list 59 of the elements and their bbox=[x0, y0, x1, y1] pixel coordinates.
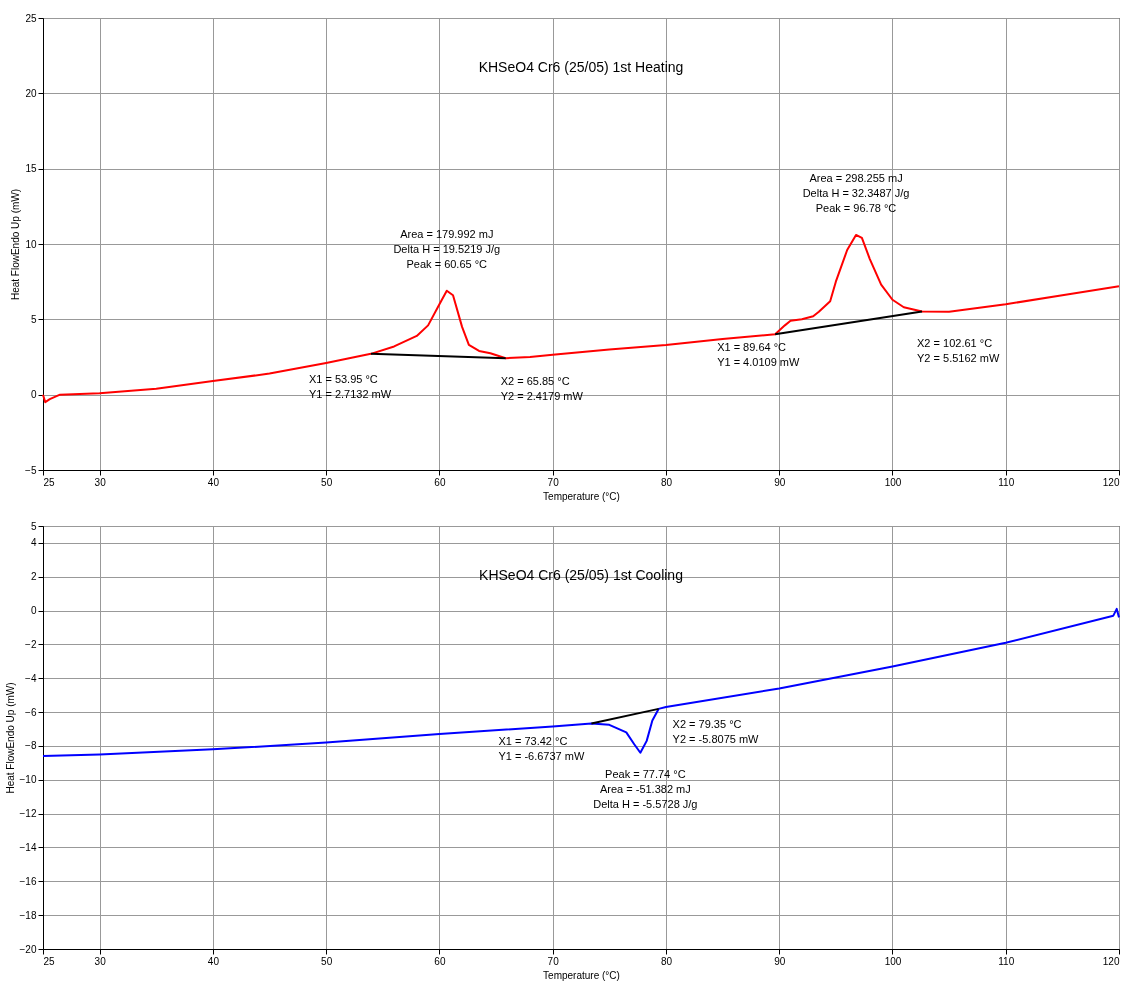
x-tick-label: 25 bbox=[43, 476, 56, 488]
x-tick-label: 90 bbox=[774, 476, 786, 488]
y-tick-label: 25 bbox=[25, 12, 37, 24]
y-tick-label: 15 bbox=[25, 163, 37, 175]
x-tick-label: 70 bbox=[547, 476, 560, 488]
annotation: Area = 298.255 mJ Delta H = 32.3487 J/g Peak = 96.78 °C bbox=[802, 171, 910, 214]
y-tick-label: −8 bbox=[25, 740, 37, 752]
y-tick-label: 2 bbox=[30, 571, 37, 583]
y-axis-title: Heat FlowEndo Up (mW) bbox=[4, 682, 16, 794]
annotation: X1 = 53.95 °C Y1 = 2.7132 mW bbox=[308, 372, 392, 400]
y-tick-label: −14 bbox=[19, 841, 37, 853]
annotation: Area = 179.992 mJ Delta H = 19.5219 J/g Peak = 60.65 °C bbox=[393, 227, 501, 270]
annotation: X1 = 89.64 °C Y1 = 4.0109 mW bbox=[717, 341, 800, 369]
x-axis-title: Temperature (°C) bbox=[543, 490, 620, 502]
y-tick-label: −18 bbox=[19, 909, 37, 921]
x-tick-label: 80 bbox=[660, 476, 673, 488]
x-tick-label: 80 bbox=[660, 955, 673, 967]
line-series bbox=[42, 607, 1120, 758]
x-tick-label: 110 bbox=[998, 476, 1015, 488]
y-tick-label: 20 bbox=[25, 87, 37, 99]
x-tick-label: 100 bbox=[884, 476, 902, 488]
y-tick-label: −10 bbox=[19, 774, 37, 786]
x-tick-label: 40 bbox=[207, 476, 220, 488]
y-tick-label: −12 bbox=[19, 808, 37, 820]
y-tick-label: −16 bbox=[19, 875, 37, 887]
y-tick-label: 0 bbox=[30, 389, 37, 401]
x-tick-label: 30 bbox=[94, 476, 107, 488]
text: KHSeO4 Cr6 (25/05) 1st Heating bbox=[478, 59, 684, 75]
annotation: X2 = 102.61 °C Y2 = 5.5162 mW bbox=[917, 336, 1000, 364]
x-tick-label: 50 bbox=[321, 476, 333, 488]
x-tick-label: 50 bbox=[321, 955, 333, 967]
y-tick-label: 5 bbox=[30, 520, 37, 532]
x-tick-label: 25 bbox=[43, 955, 56, 967]
x-tick-label: 60 bbox=[434, 955, 446, 967]
y-tick-label: 0 bbox=[30, 605, 37, 617]
y-tick-label: 4 bbox=[30, 537, 37, 549]
y-axis-title: Heat FlowEndo Up (mW) bbox=[10, 188, 22, 301]
x-tick-label: 120 bbox=[1102, 476, 1120, 488]
x-axis-title: Temperature (°C) bbox=[543, 969, 620, 981]
y-tick-label: −2 bbox=[25, 638, 37, 650]
y-tick-label: −4 bbox=[25, 672, 37, 684]
x-tick-label: 30 bbox=[94, 955, 107, 967]
y-tick-label: −20 bbox=[19, 943, 37, 955]
annotation: X2 = 65.85 °C Y2 = 2.4179 mW bbox=[500, 375, 584, 403]
x-tick-label: 120 bbox=[1102, 955, 1120, 967]
annotation: X2 = 79.35 °C Y2 = -5.8075 mW bbox=[672, 717, 760, 745]
x-tick-label: 60 bbox=[434, 476, 446, 488]
x-tick-label: 90 bbox=[774, 955, 786, 967]
x-tick-label: 70 bbox=[547, 955, 560, 967]
x-tick-label: 110 bbox=[998, 955, 1015, 967]
y-tick-label: −5 bbox=[25, 464, 37, 476]
x-tick-label: 100 bbox=[884, 955, 902, 967]
x-tick-label: 40 bbox=[207, 955, 220, 967]
y-tick-label: 5 bbox=[30, 313, 37, 325]
annotation: X1 = 73.42 °C Y1 = -6.6737 mW bbox=[498, 734, 585, 762]
y-tick-label: 10 bbox=[25, 238, 37, 250]
text: KHSeO4 Cr6 (25/05) 1st Cooling bbox=[479, 567, 683, 583]
y-tick-label: −6 bbox=[25, 706, 37, 718]
annotation: Peak = 77.74 °C Area = -51.382 mJ Delta H = -5.5728 J/g bbox=[593, 767, 698, 810]
